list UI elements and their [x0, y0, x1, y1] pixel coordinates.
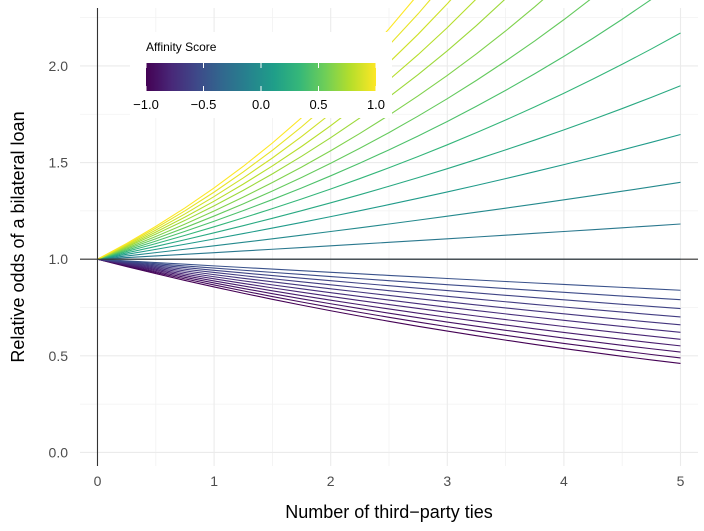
legend-title: Affinity Score — [146, 40, 217, 54]
series-line — [97, 0, 652, 260]
x-axis-title: Number of third−party ties — [285, 502, 493, 522]
series-line — [97, 258, 681, 301]
series-lines — [97, 0, 681, 364]
series-line — [97, 181, 681, 260]
series-line — [97, 258, 681, 359]
series-line — [97, 0, 415, 260]
y-tick-label: 0.5 — [49, 348, 69, 364]
colorbar-tick-label: 0.0 — [252, 97, 270, 112]
x-tick-label: 5 — [677, 473, 685, 489]
series-line — [97, 133, 681, 260]
series-line — [97, 258, 681, 353]
y-axis-title: Relative odds of a bilateral loan — [8, 111, 28, 362]
x-tick-label: 3 — [443, 473, 451, 489]
y-tick-label: 1.0 — [49, 251, 69, 267]
legend: Affinity Score −1.0 −0.5 0.0 0.5 1.0 — [130, 32, 392, 118]
series-line — [97, 258, 681, 364]
colorbar-tick-label: 1.0 — [367, 97, 385, 112]
y-tick-label: 0.0 — [49, 444, 69, 460]
x-tick-label: 1 — [210, 473, 218, 489]
series-line — [97, 258, 681, 291]
series-line — [97, 258, 681, 340]
x-tick-label: 4 — [560, 473, 568, 489]
series-line — [97, 0, 591, 260]
series-line — [97, 32, 681, 260]
series-line — [97, 258, 681, 333]
colorbar-tick-label: −1.0 — [133, 97, 159, 112]
series-line — [97, 258, 681, 310]
series-line — [97, 258, 681, 326]
y-tick-label: 2.0 — [49, 58, 69, 74]
x-tick-label: 2 — [327, 473, 335, 489]
series-line — [97, 223, 681, 260]
series-line — [97, 258, 681, 347]
colorbar-tick-label: −0.5 — [191, 97, 217, 112]
y-tick-label: 1.5 — [49, 155, 69, 171]
series-line — [97, 258, 681, 318]
tick-labels: 0 1 2 3 4 5 0.0 0.5 1.0 1.5 2.0 — [49, 58, 685, 489]
reference-lines — [80, 8, 698, 466]
colorbar-tick-label: 0.5 — [309, 97, 327, 112]
series-line — [97, 85, 681, 260]
x-tick-label: 0 — [94, 473, 102, 489]
